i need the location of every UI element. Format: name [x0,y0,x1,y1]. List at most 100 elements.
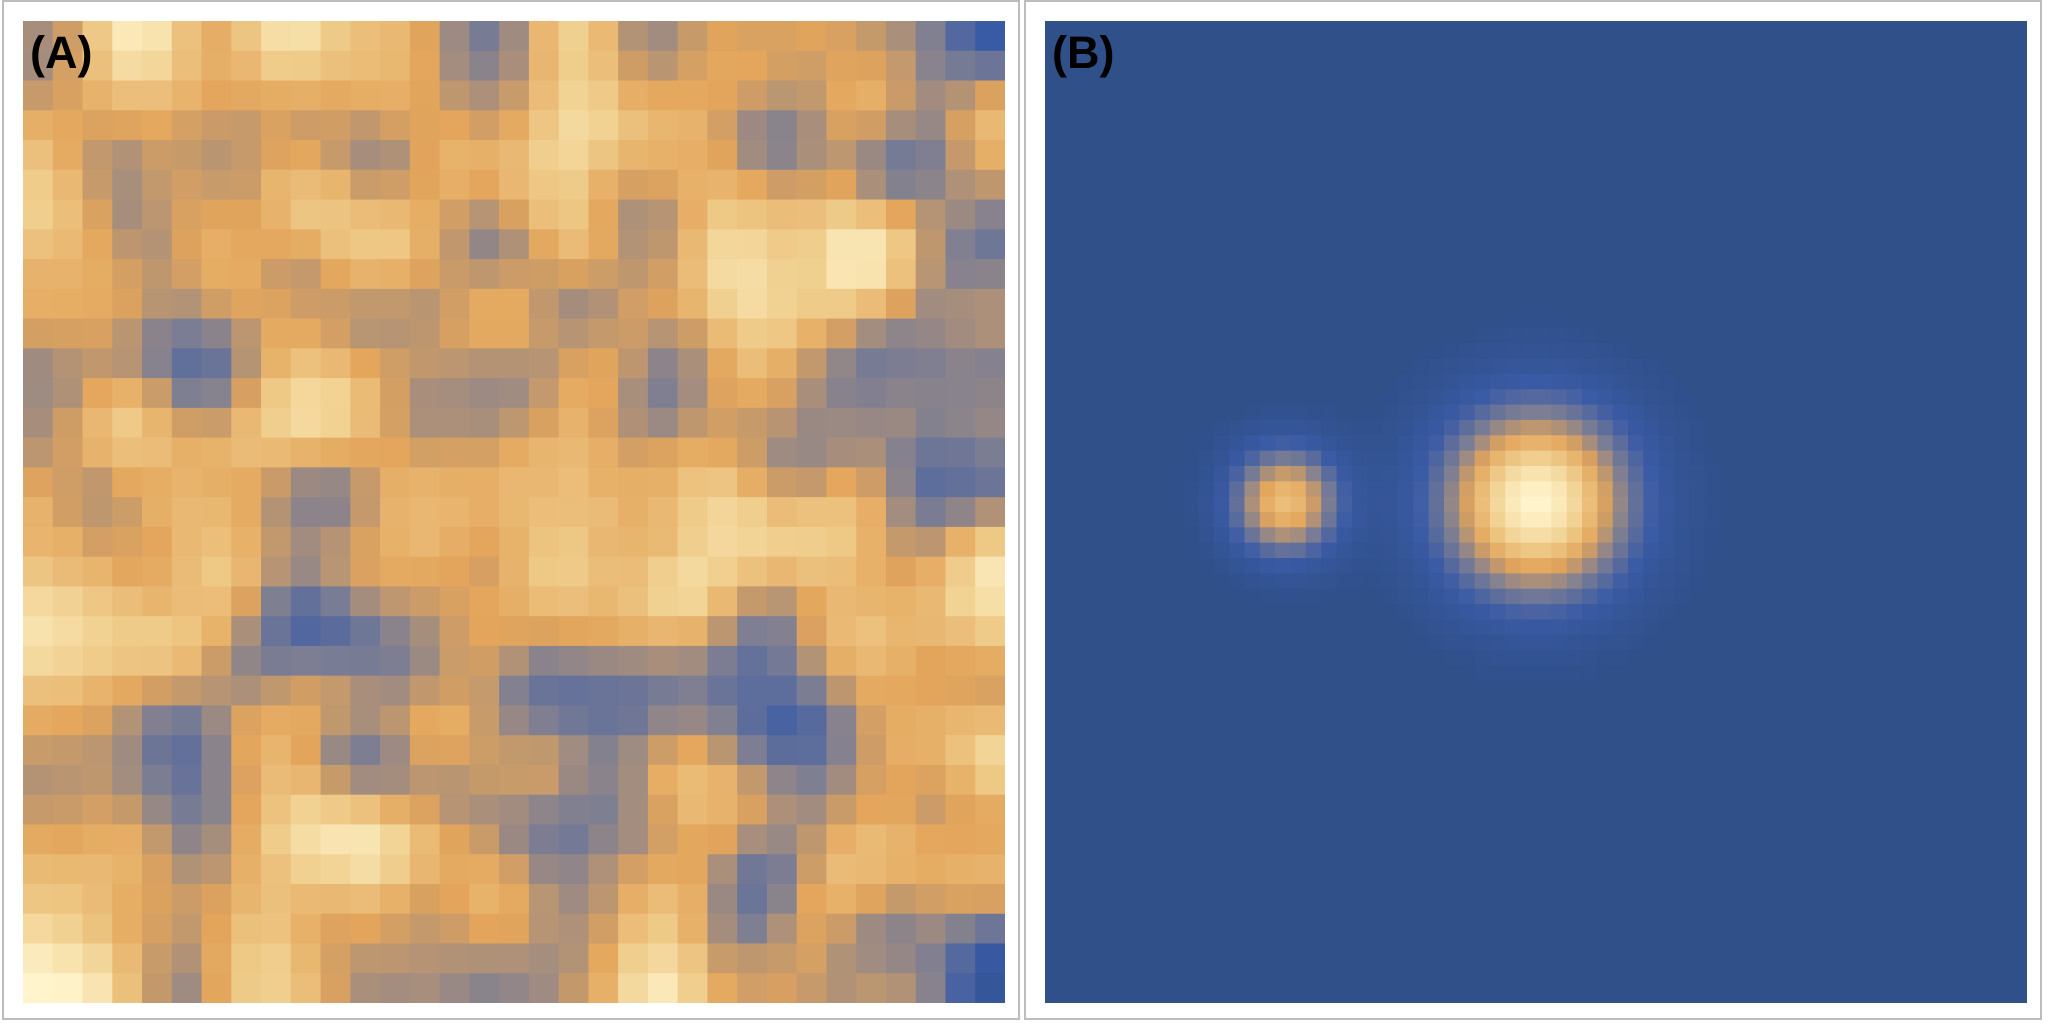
heatmap-cell [290,705,322,736]
heatmap-cell [201,378,232,409]
heatmap-cell [469,348,500,379]
heatmap-cell [1213,527,1230,544]
heatmap-cell [261,259,292,290]
heatmap-cell [261,110,292,141]
heatmap-cell [737,140,768,171]
heatmap-cell [290,824,322,855]
heatmap-cell [945,437,976,468]
heatmap-cell [112,378,143,409]
heatmap-cell [766,824,798,855]
heatmap-cell [707,586,738,617]
heatmap-cell [1582,665,1598,682]
heatmap-cell [1689,573,1706,590]
heatmap-cell [350,229,381,260]
heatmap-cell [231,586,262,617]
heatmap-cell [439,318,470,349]
heatmap-cell [439,973,470,1003]
heatmap-cell [439,735,470,766]
heatmap-cell [409,824,441,855]
heatmap-cell [1612,573,1629,590]
heatmap-cell [112,497,143,528]
heatmap-cell [1536,312,1552,329]
heatmap-cell [82,943,113,974]
heatmap-cell [1566,389,1583,406]
heatmap-cell [1397,404,1414,421]
heatmap-cell [766,883,798,915]
heatmap-cell [1351,450,1368,467]
heatmap-cell [112,824,143,855]
heatmap-cell [737,21,768,52]
heatmap-cell [1474,512,1491,528]
heatmap-cell [290,229,322,260]
heatmap-cell [112,616,143,647]
heatmap-cell [885,794,917,826]
heatmap-cell [1198,527,1215,544]
heatmap-cell [1505,527,1522,544]
heatmap-cell [52,824,84,855]
heatmap-cell [112,229,143,260]
heatmap-cell [618,467,649,498]
heatmap-cell [350,80,381,111]
heatmap-cell [1582,542,1598,559]
heatmap-cell [52,378,84,409]
heatmap-cell [1612,419,1629,436]
heatmap-cell [142,21,173,52]
heatmap-cell [1428,419,1445,436]
heatmap-cell [766,764,798,796]
heatmap-cell [1612,373,1629,390]
heatmap-cell [231,318,262,349]
heatmap-cell [380,794,411,826]
heatmap-cell [915,140,947,171]
heatmap-cell [1643,465,1660,482]
heatmap-cell [82,497,113,528]
heatmap-cell [52,675,84,707]
heatmap-cell [1183,527,1200,544]
heatmap-cell [1229,481,1246,498]
heatmap-cell [915,913,947,945]
heatmap-cell [1428,634,1445,651]
heatmap-cell [499,794,530,826]
heatmap-cell [1305,419,1322,436]
heatmap-cell [499,437,530,468]
heatmap-cell [1336,542,1353,559]
heatmap-cell [796,497,828,528]
heatmap-cell [1213,512,1230,528]
heatmap-cell [737,288,768,320]
heatmap-cell [1597,496,1614,513]
heatmap-cell [52,437,84,468]
heatmap-cell [975,735,1005,766]
heatmap-cell [231,764,262,796]
heatmap-cell [1551,604,1568,620]
heatmap-cell [23,675,54,707]
heatmap-cell [380,50,411,82]
heatmap-cell [915,824,947,855]
heatmap-cell [528,140,560,171]
heatmap-cell [1459,327,1476,344]
heatmap-cell [1229,496,1246,513]
heatmap-cell [1198,435,1215,452]
heatmap-cell [1382,389,1399,406]
heatmap-cell [1566,542,1583,559]
heatmap-cell [766,526,798,558]
heatmap-cell [618,973,649,1003]
heatmap-cell [1597,358,1614,375]
heatmap-cell [1597,435,1614,452]
heatmap-cell [707,943,738,974]
heatmap-cell [677,110,709,141]
heatmap-cell [677,883,709,915]
heatmap-cell [677,824,709,855]
heatmap-cell [171,497,203,528]
heatmap-cell [528,764,560,796]
heatmap-cell [1443,558,1460,574]
heatmap-cell [1290,450,1307,467]
heatmap-cell [112,140,143,171]
heatmap-cell [528,259,560,290]
heatmap-cell [380,913,411,945]
heatmap-cell [380,497,411,528]
heatmap-cell [796,407,828,439]
heatmap-cell [766,110,798,141]
heatmap-cell [52,526,84,558]
heatmap-cell [1597,450,1614,467]
heatmap-cell [469,140,500,171]
heatmap-cell [1367,481,1384,498]
